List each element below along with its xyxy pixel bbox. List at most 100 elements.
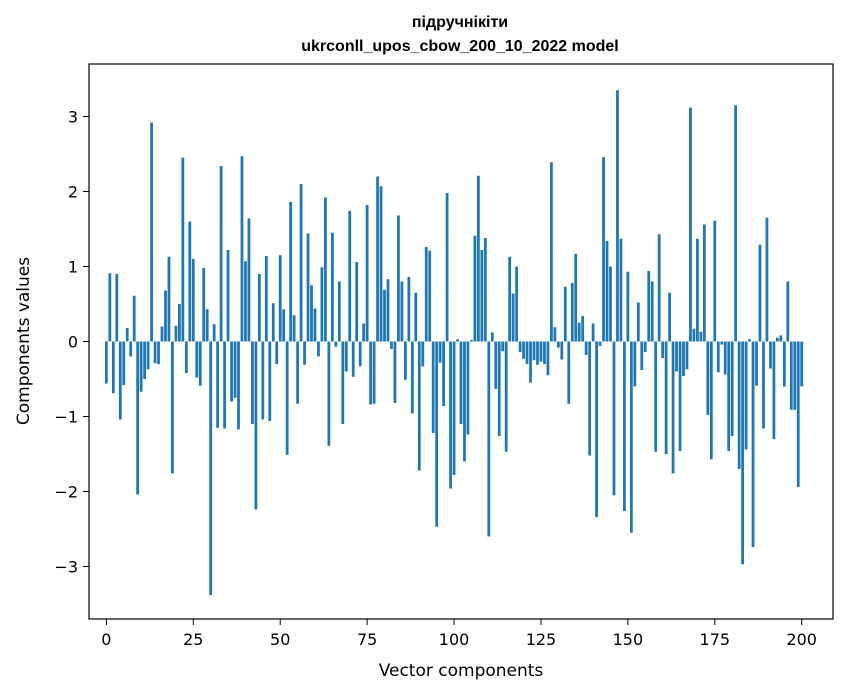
bar	[789, 341, 793, 410]
bar	[212, 324, 216, 342]
bar	[490, 332, 494, 342]
x-tick-label: 150	[613, 630, 644, 649]
bar	[181, 157, 185, 342]
bar	[146, 341, 150, 370]
bar	[612, 341, 616, 496]
bar	[275, 341, 279, 364]
y-tick-label: 3	[68, 108, 78, 127]
bar	[299, 184, 303, 342]
x-tick-label: 50	[270, 630, 290, 649]
bar	[174, 325, 178, 342]
bar	[122, 341, 126, 385]
bar	[296, 341, 299, 404]
bar	[793, 341, 797, 410]
bar	[476, 175, 480, 342]
bar	[574, 253, 578, 342]
bar	[414, 292, 418, 342]
bar	[664, 341, 668, 454]
bar	[532, 341, 536, 361]
y-tick-label: 0	[68, 333, 78, 352]
bar	[257, 274, 261, 342]
bar	[310, 285, 313, 342]
bar	[570, 283, 574, 342]
bar	[320, 267, 324, 342]
bar	[699, 331, 703, 342]
bar	[765, 217, 769, 342]
bar	[560, 341, 564, 360]
bar	[184, 341, 188, 373]
y-tick-label: −1	[54, 408, 78, 427]
bar	[463, 341, 466, 462]
bar	[772, 341, 776, 439]
bar	[522, 341, 525, 359]
bar	[372, 341, 376, 404]
bar	[292, 315, 296, 342]
bar	[195, 341, 199, 378]
bar	[160, 326, 164, 342]
bar	[501, 341, 505, 352]
bar	[390, 341, 393, 349]
bar	[351, 341, 355, 377]
bar	[410, 341, 414, 414]
bar	[132, 295, 136, 342]
bar	[282, 309, 286, 342]
bar	[209, 341, 213, 595]
bar	[581, 316, 585, 342]
x-axis-label: Vector components	[379, 661, 544, 681]
bar	[264, 256, 268, 342]
bar	[118, 341, 122, 420]
bar	[136, 341, 140, 495]
bar	[553, 327, 557, 342]
bar	[723, 341, 727, 375]
bar	[775, 337, 779, 342]
bar	[720, 341, 724, 345]
bar	[616, 90, 619, 342]
bar	[362, 323, 366, 342]
bar	[442, 341, 446, 406]
bar	[452, 341, 456, 475]
bar	[313, 308, 317, 342]
bar	[483, 238, 487, 342]
y-tick-label: 1	[68, 258, 78, 277]
bar	[529, 341, 532, 383]
bar	[796, 341, 800, 487]
bar	[654, 341, 658, 452]
bar	[143, 341, 147, 379]
bar	[786, 281, 790, 342]
bar	[202, 268, 206, 342]
bar	[466, 341, 470, 435]
y-tick-label: −2	[54, 483, 78, 502]
bar	[584, 341, 588, 355]
bar	[150, 122, 153, 342]
bar	[706, 341, 710, 415]
bar	[247, 218, 251, 342]
bar	[459, 341, 463, 424]
bar	[671, 341, 675, 474]
bar	[365, 205, 369, 342]
bar	[647, 271, 651, 342]
bar	[748, 339, 751, 342]
bar	[327, 341, 331, 446]
bar	[324, 197, 327, 342]
bar	[205, 309, 209, 342]
bar	[682, 341, 685, 376]
bar	[383, 289, 386, 342]
bar	[240, 156, 244, 342]
bar	[230, 341, 233, 402]
bar	[661, 341, 665, 358]
bar	[508, 256, 512, 342]
bar	[424, 247, 428, 342]
bar	[629, 341, 633, 533]
bar	[369, 341, 372, 405]
bar	[473, 235, 477, 342]
bar	[577, 322, 581, 342]
bar	[563, 286, 567, 342]
bar	[449, 341, 452, 489]
bar	[171, 341, 174, 474]
bar	[737, 341, 741, 469]
bar	[428, 250, 432, 342]
bar	[268, 341, 272, 421]
bar	[285, 341, 289, 455]
x-tick-label: 75	[357, 630, 377, 649]
